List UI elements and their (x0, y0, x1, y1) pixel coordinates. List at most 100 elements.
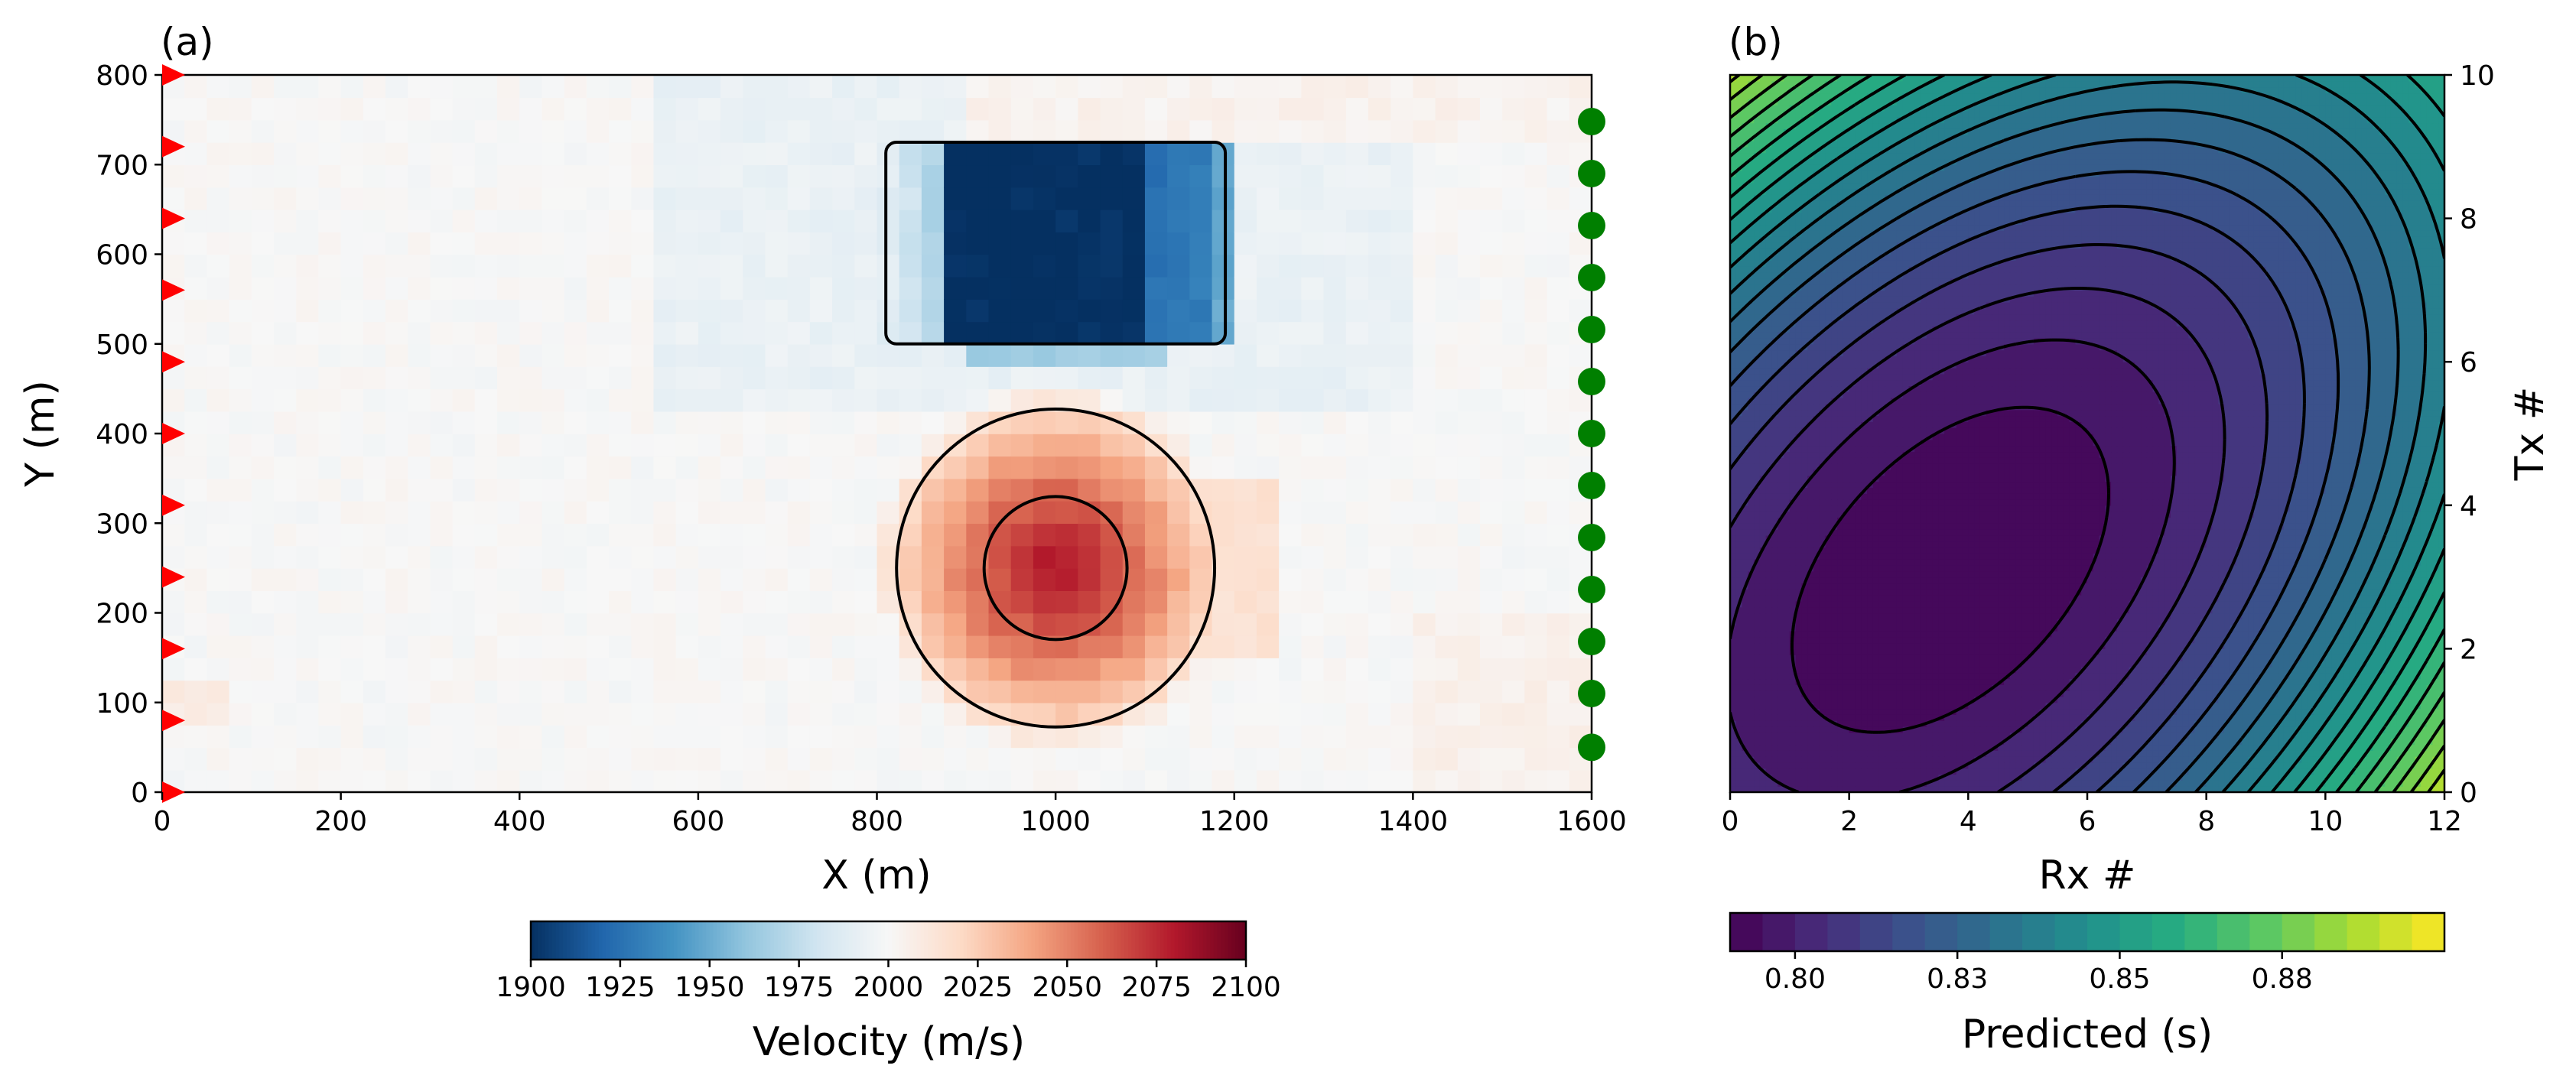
heatmap-cell (162, 545, 185, 569)
heatmap-cell (1144, 119, 1168, 143)
contour-band-cell (2200, 672, 2207, 680)
contour-band-cell (2319, 702, 2326, 710)
contour-band-cell (2093, 690, 2100, 697)
contour-band-cell (1867, 768, 1874, 775)
contour-band-cell (2242, 786, 2249, 792)
heatmap-cell (809, 456, 833, 479)
contour-band-cell (2028, 762, 2034, 769)
heatmap-cell (1167, 680, 1191, 703)
contour-band-cell (2028, 714, 2034, 721)
heatmap-cell (809, 75, 833, 99)
contour-band-cell (2188, 661, 2195, 668)
heatmap-cell (1323, 321, 1347, 345)
heatmap-cell (631, 658, 655, 681)
heatmap-cell (474, 411, 498, 434)
contour-band-cell (1784, 708, 1791, 715)
receiver-marker (1578, 472, 1605, 500)
contour-band-cell (2176, 762, 2184, 769)
contour-band-cell (2248, 726, 2255, 733)
contour-band-cell (1825, 786, 1832, 792)
contour-band-cell (1872, 661, 1880, 668)
contour-band-cell (2004, 708, 2011, 715)
heatmap-cell (877, 97, 900, 121)
contour-band-cell (2415, 666, 2422, 674)
heatmap-cell (966, 187, 990, 210)
heatmap-cell (207, 635, 230, 658)
heatmap-cell (1502, 523, 1526, 547)
contour-band-cell (1735, 690, 1743, 697)
heatmap-cell (1212, 75, 1235, 99)
heatmap-cell (1435, 343, 1459, 367)
heatmap-cell (1033, 567, 1056, 591)
heatmap-cell (318, 276, 342, 300)
colorbar-swatch (1027, 921, 1033, 960)
heatmap-cell (340, 164, 364, 188)
contour-band-cell (2396, 714, 2404, 721)
contour-band-cell (1974, 661, 1981, 668)
contour-band-cell (2033, 672, 2041, 680)
heatmap-cell (564, 187, 587, 210)
heatmap-cell (497, 769, 521, 792)
colorbar-swatch (863, 921, 868, 960)
contour-band-cell (2295, 762, 2302, 769)
contour-band-cell (2057, 768, 2064, 775)
contour-band-cell (1867, 786, 1874, 792)
heatmap-cell (832, 478, 856, 502)
contour-band-cell (1801, 655, 1808, 661)
colorbar-swatch (1206, 921, 1211, 960)
colorbar-swatch (1049, 921, 1054, 960)
heatmap-cell (430, 590, 454, 614)
colorbar-swatch (798, 921, 803, 960)
contour-band-cell (1956, 726, 1963, 733)
contour-band-cell (2039, 661, 2047, 668)
heatmap-cell (921, 725, 945, 749)
contour-band-cell (2009, 684, 2017, 691)
heatmap-cell (586, 434, 610, 457)
contour-band-cell (2420, 780, 2428, 787)
contour-band-cell (2028, 666, 2034, 674)
contour-band-cell (2075, 750, 2082, 757)
colorbar-swatch (988, 921, 993, 960)
contour-band-cell (1914, 714, 1921, 721)
heatmap-cell (207, 276, 230, 300)
contour-band-cell (2015, 672, 2022, 680)
heatmap-cell (1033, 680, 1056, 703)
heatmap-cell (1144, 366, 1168, 390)
heatmap-cell (385, 590, 409, 614)
contour-band-cell (1968, 732, 1975, 739)
heatmap-cell (675, 366, 699, 390)
heatmap-cell (765, 321, 789, 345)
heatmap-cell (1033, 97, 1056, 121)
heatmap-cell (1301, 388, 1325, 412)
colorbar-swatch (1199, 921, 1204, 960)
heatmap-cell (1569, 75, 1592, 99)
contour-band-cell (1813, 768, 1820, 775)
heatmap-cell (1078, 545, 1101, 569)
contour-band-cell (1843, 708, 1850, 715)
heatmap-cell (408, 702, 431, 726)
contour-band-cell (1784, 774, 1791, 781)
contour-band-cell (1944, 672, 1951, 680)
heatmap-cell (363, 523, 386, 547)
heatmap-cell (408, 680, 431, 703)
contour-band-cell (2313, 756, 2321, 763)
contour-band-cell (2230, 702, 2237, 710)
heatmap-cell (497, 725, 521, 749)
heatmap-cell (340, 702, 364, 726)
heatmap-cell (318, 567, 342, 591)
heatmap-cell (609, 164, 633, 188)
contour-band-cell (2200, 720, 2207, 727)
heatmap-cell (809, 299, 833, 323)
heatmap-cell (1457, 254, 1481, 278)
heatmap-cell (1301, 478, 1325, 502)
contour-band-cell (2218, 750, 2225, 757)
heatmap-cell (1435, 658, 1459, 681)
contour-band-cell (1979, 780, 1987, 787)
heatmap-cell (921, 523, 945, 547)
heatmap-cell (698, 209, 721, 232)
contour-band-cell (2385, 672, 2392, 680)
contour-band-cell (2135, 774, 2142, 781)
velocity-colorbar-ticks: 1900 1925 1950 1975 2000 2025 2050 2075 2100 (496, 960, 1281, 1003)
contour-band-cell (2301, 714, 2308, 721)
contour-band-cell (2337, 690, 2344, 697)
